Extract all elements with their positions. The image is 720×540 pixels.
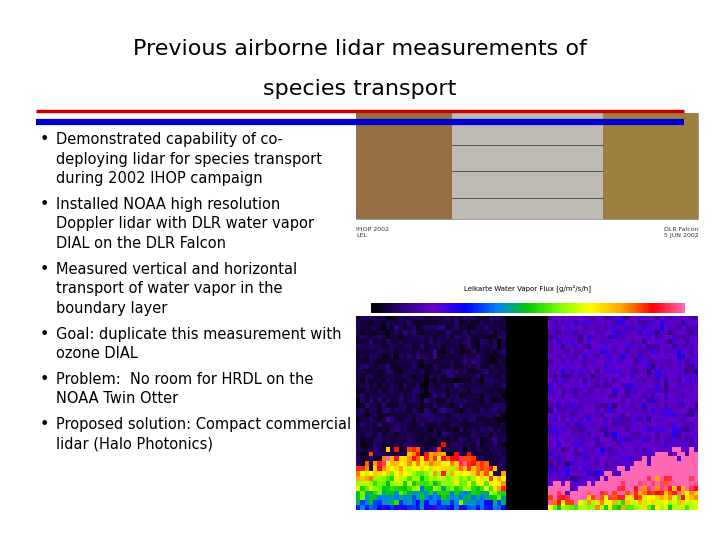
Text: Previous airborne lidar measurements of: Previous airborne lidar measurements of [133,38,587,59]
Text: Doppler lidar with DLR water vapor: Doppler lidar with DLR water vapor [56,217,314,232]
Text: Leikarte Water Vapor Flux [g/m²/s/h]: Leikarte Water Vapor Flux [g/m²/s/h] [464,284,591,292]
Text: Demonstrated capability of co-: Demonstrated capability of co- [56,132,283,147]
Text: IHOP 2002
LEL: IHOP 2002 LEL [356,227,390,238]
Text: •: • [40,197,49,212]
Bar [356,113,698,219]
Text: transport of water vapor in the: transport of water vapor in the [56,281,283,296]
Text: •: • [40,132,49,147]
Text: DIAL on the DLR Falcon: DIAL on the DLR Falcon [56,236,226,251]
Text: Problem:  No room for HRDL on the: Problem: No room for HRDL on the [56,372,313,387]
Text: •: • [40,417,49,432]
Text: •: • [40,327,49,341]
Text: deploying lidar for species transport: deploying lidar for species transport [56,152,322,167]
Bar [356,113,452,219]
Text: Installed NOAA high resolution: Installed NOAA high resolution [56,197,280,212]
Text: •: • [40,372,49,387]
Text: boundary layer: boundary layer [56,301,168,315]
Text: during 2002 IHOP campaign: during 2002 IHOP campaign [56,171,263,186]
Text: •: • [40,262,49,277]
Text: Measured vertical and horizontal: Measured vertical and horizontal [56,262,297,277]
Text: NOAA Twin Otter: NOAA Twin Otter [56,392,179,406]
Text: lidar (Halo Photonics): lidar (Halo Photonics) [56,436,213,451]
Text: Goal: duplicate this measurement with: Goal: duplicate this measurement with [56,327,342,341]
Text: ozone DIAL: ozone DIAL [56,346,138,361]
Bar [452,113,603,219]
Text: Proposed solution: Compact commercial: Proposed solution: Compact commercial [56,417,351,432]
Bar [603,113,698,219]
Text: species transport: species transport [264,79,456,99]
Text: DLR Falcon
5 JUN 2002: DLR Falcon 5 JUN 2002 [664,227,698,238]
